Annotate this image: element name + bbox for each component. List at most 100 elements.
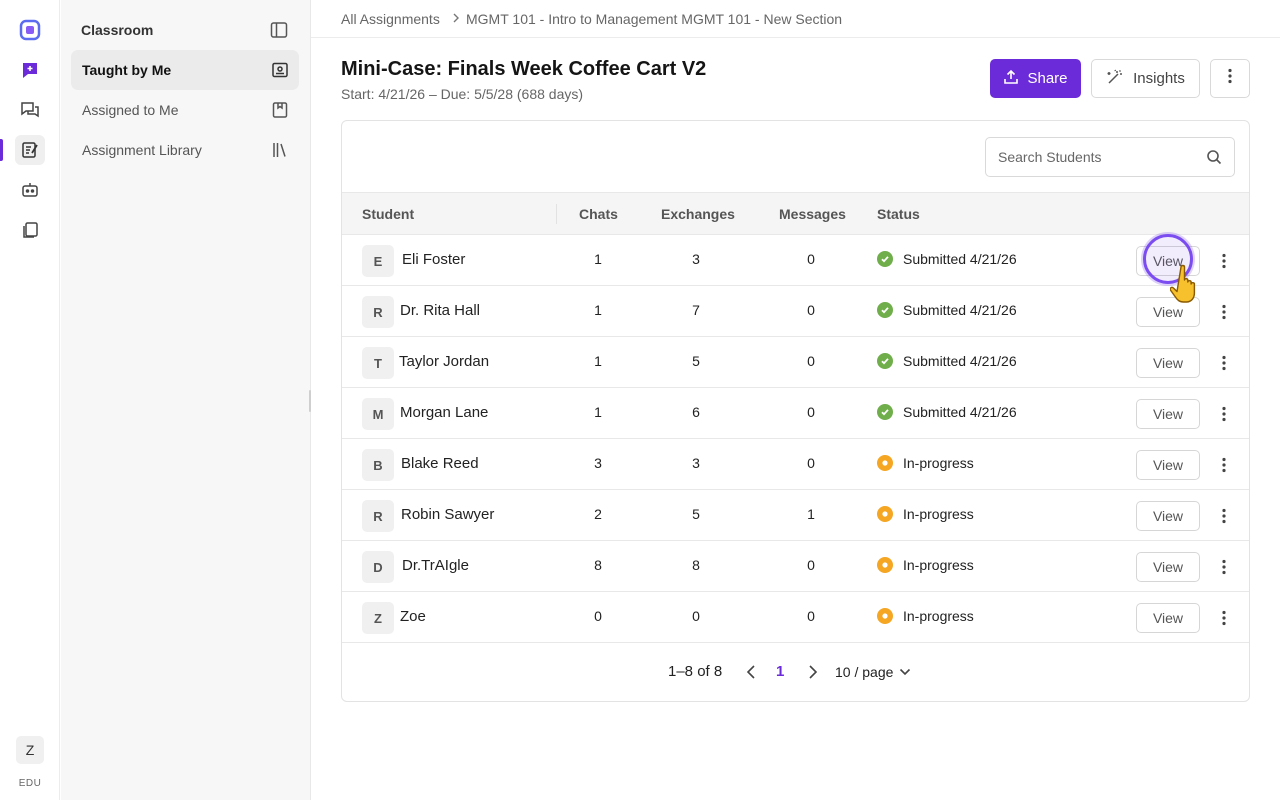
sidebar-item-label: Assignment Library [82, 142, 202, 158]
table-row: T Taylor Jordan 1 5 0 Submitted 4/21/26 View [342, 337, 1249, 388]
search-box [985, 137, 1235, 177]
kebab-menu-icon[interactable] [1216, 607, 1232, 629]
status-badge: Submitted 4/21/26 [877, 302, 1017, 318]
sidebar-toggle-icon[interactable] [270, 21, 288, 39]
chevron-down-icon [899, 664, 911, 680]
page-size-select[interactable]: 10 / page [835, 664, 911, 680]
messages-count: 0 [807, 302, 815, 318]
student-name: Blake Reed [401, 455, 479, 472]
user-avatar[interactable]: Z [16, 736, 44, 764]
kebab-menu-icon[interactable] [1216, 556, 1232, 578]
sidebar-item-label: Taught by Me [82, 62, 172, 78]
table-row: D Dr.TrAIgle 8 8 0 In-progress View [342, 541, 1249, 592]
assignment-dates: Start: 4/21/26 – Due: 5/5/28 (688 days) [341, 86, 584, 102]
view-button[interactable]: View [1136, 603, 1200, 633]
search-icon[interactable] [1206, 149, 1222, 165]
sidebar-item-taught-by-me[interactable]: Taught by Me [71, 50, 299, 90]
chats-count: 3 [594, 455, 602, 471]
table-row: R Robin Sawyer 2 5 1 In-progress View [342, 490, 1249, 541]
chats-count: 1 [594, 302, 602, 318]
chevron-right-icon [451, 11, 461, 25]
progress-dot-icon [877, 608, 893, 624]
breadcrumb-all-assignments[interactable]: All Assignments [341, 11, 440, 27]
check-circle-icon [877, 353, 893, 369]
column-header-student[interactable]: Student [362, 206, 415, 222]
share-button[interactable]: Share [990, 59, 1081, 98]
library-icon [271, 141, 289, 159]
view-button[interactable]: View [1136, 348, 1200, 378]
user-initial: Z [25, 742, 35, 758]
view-button[interactable]: View [1136, 297, 1200, 327]
table-row: B Blake Reed 3 3 0 In-progress View [342, 439, 1249, 490]
view-button[interactable]: View [1136, 450, 1200, 480]
chats-count: 1 [594, 251, 602, 267]
status-badge: Submitted 4/21/26 [877, 251, 1017, 267]
chats-icon[interactable] [18, 98, 42, 122]
exchanges-count: 5 [692, 506, 700, 522]
status-text: In-progress [903, 557, 974, 573]
exchanges-count: 0 [692, 608, 700, 624]
view-button[interactable]: View [1136, 399, 1200, 429]
student-initial: Z [374, 610, 382, 626]
kebab-menu-icon[interactable] [1216, 301, 1232, 323]
exchanges-count: 6 [692, 404, 700, 420]
breadcrumb: All Assignments MGMT 101 - Intro to Mana… [311, 0, 1280, 38]
exchanges-count: 8 [692, 557, 700, 573]
column-header-chats[interactable]: Chats [579, 206, 618, 222]
student-name: Robin Sawyer [401, 506, 495, 523]
column-header-status[interactable]: Status [877, 206, 920, 222]
chevron-left-icon[interactable] [744, 663, 760, 681]
student-name: Dr.TrAIgle [402, 557, 469, 574]
classroom-sidebar: Classroom Taught by Me Assigned to Me As… [61, 0, 311, 800]
messages-count: 0 [807, 557, 815, 573]
exchanges-count: 3 [692, 455, 700, 471]
student-initial: T [374, 355, 382, 371]
share-label: Share [1027, 70, 1068, 87]
column-divider [556, 204, 557, 224]
status-badge: Submitted 4/21/26 [877, 404, 1017, 420]
kebab-menu-icon[interactable] [1216, 352, 1232, 374]
search-input[interactable] [987, 139, 1197, 175]
chats-count: 1 [594, 404, 602, 420]
progress-dot-icon [877, 557, 893, 573]
student-name: Eli Foster [402, 251, 466, 268]
magic-wand-icon [1106, 68, 1124, 90]
student-initial: D [373, 559, 383, 575]
student-name: Zoe [400, 608, 426, 625]
student-avatar: Z [362, 602, 394, 634]
new-chat-icon[interactable] [18, 58, 42, 82]
sidebar-item-assignment-library[interactable]: Assignment Library [71, 130, 299, 170]
table-row: Z Zoe 0 0 0 In-progress View [342, 592, 1249, 643]
chevron-right-icon[interactable] [804, 663, 820, 681]
view-button[interactable]: View [1136, 552, 1200, 582]
assignments-icon[interactable] [15, 135, 45, 165]
sidebar-item-assigned-to-me[interactable]: Assigned to Me [71, 90, 299, 130]
kebab-menu-icon[interactable] [1216, 250, 1232, 272]
column-header-messages[interactable]: Messages [779, 206, 846, 222]
more-options-button[interactable] [1210, 59, 1250, 98]
view-button[interactable]: View [1136, 246, 1200, 276]
pagination: 1–8 of 8 1 10 / page [342, 642, 1249, 701]
bot-icon[interactable] [18, 178, 42, 202]
kebab-menu-icon[interactable] [1216, 454, 1232, 476]
check-circle-icon [877, 251, 893, 267]
documents-icon[interactable] [18, 218, 42, 242]
student-initial: E [373, 253, 383, 269]
kebab-menu-icon [1228, 68, 1232, 89]
insights-button[interactable]: Insights [1091, 59, 1200, 98]
kebab-menu-icon[interactable] [1216, 403, 1232, 425]
insights-label: Insights [1133, 70, 1185, 87]
view-button[interactable]: View [1136, 501, 1200, 531]
pagination-current-page[interactable]: 1 [776, 663, 785, 680]
status-badge: In-progress [877, 506, 974, 522]
status-badge: Submitted 4/21/26 [877, 353, 1017, 369]
panel-resize-handle[interactable] [309, 390, 311, 412]
breadcrumb-current: MGMT 101 - Intro to Management MGMT 101 … [466, 11, 843, 27]
kebab-menu-icon[interactable] [1216, 505, 1232, 527]
column-header-exchanges[interactable]: Exchanges [661, 206, 735, 222]
student-avatar: B [362, 449, 394, 481]
student-initial: M [372, 406, 384, 422]
status-badge: In-progress [877, 608, 974, 624]
student-initial: R [373, 508, 383, 524]
app-logo-icon[interactable] [18, 18, 42, 42]
